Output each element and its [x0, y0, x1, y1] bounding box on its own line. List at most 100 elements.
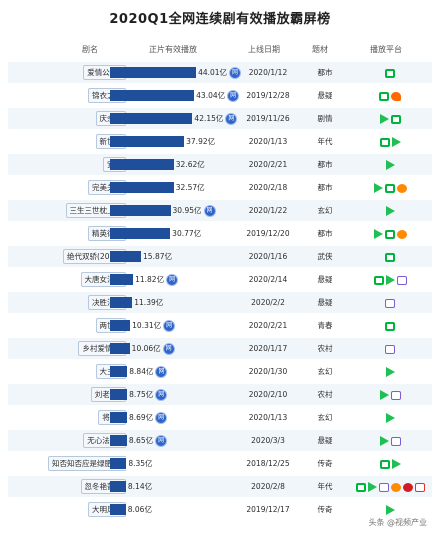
tencent-icon [385, 413, 395, 423]
release-date: 2020/1/13 [248, 413, 288, 422]
genre: 都市 [317, 160, 333, 169]
genre: 都市 [317, 68, 333, 77]
tencent-icon [373, 183, 383, 193]
platform-list [348, 108, 432, 129]
bar [110, 136, 185, 147]
bar [110, 90, 195, 101]
genre: 都市 [317, 183, 333, 192]
release-date: 2020/3/3 [251, 436, 285, 445]
tencent-icon [379, 390, 389, 400]
release-date: 2020/2/21 [248, 321, 288, 330]
header-name: 剧名 [82, 45, 98, 54]
table-row: 三生三世枕上书 30.95亿网 2020/1/22 玄幻 [8, 200, 432, 221]
bar-value-text: 44.01亿 [198, 68, 228, 77]
platform-list [348, 430, 432, 451]
iqiyi-icon [355, 482, 366, 492]
bar-value-text: 8.69亿 [128, 413, 154, 422]
release-date: 2020/1/13 [248, 137, 288, 146]
release-date: 2020/1/16 [248, 252, 288, 261]
platform-list [348, 338, 432, 359]
platform-list [348, 384, 432, 405]
bar-value-label: 15.87亿 [143, 246, 172, 267]
bar-value-label: 44.01亿网 [198, 62, 242, 83]
bar-value-label: 8.06亿 [128, 499, 152, 520]
bar-value-label: 10.31亿网 [132, 315, 176, 336]
web-drama-badge-icon: 网 [155, 366, 168, 378]
table-row: 完美关系 32.57亿 2020/2/18 都市 [8, 177, 432, 198]
bar-value-text: 11.82亿 [135, 275, 165, 284]
tencent-icon [367, 482, 377, 492]
iqiyi-icon [385, 252, 395, 262]
tencent-icon [385, 206, 395, 216]
table-header: 剧名 正片有效播放 上线日期 题材 播放平台 [0, 40, 440, 58]
bar [110, 481, 126, 492]
bar-value-text: 37.92亿 [186, 137, 216, 146]
iqiyi-icon [384, 183, 395, 193]
bar-value-text: 8.06亿 [127, 505, 152, 514]
bar [110, 412, 127, 423]
bar [110, 251, 141, 262]
platform-list [348, 476, 432, 497]
bar-value-text: 8.65亿 [128, 436, 154, 445]
tencent-icon [391, 137, 401, 147]
genre: 年代 [317, 482, 333, 491]
iqiyi-icon [385, 68, 395, 78]
bili-icon [385, 298, 395, 308]
bili-icon [396, 275, 407, 285]
genre: 农村 [317, 344, 333, 353]
genre: 玄幻 [317, 367, 333, 376]
release-date: 2020/1/30 [248, 367, 288, 376]
bar-value-label: 8.65亿网 [128, 430, 168, 451]
iqiyi-icon [379, 91, 389, 101]
web-drama-badge-icon: 网 [155, 435, 168, 447]
bar-value-text: 8.75亿 [129, 390, 154, 399]
iqiyi-icon [384, 229, 395, 239]
bar [110, 67, 197, 78]
platform-list [348, 154, 432, 175]
bar [110, 458, 127, 469]
web-drama-badge-icon: 网 [229, 67, 242, 79]
platform-list [348, 499, 432, 520]
bar-value-text: 42.15亿 [194, 114, 224, 123]
tencent-icon [379, 436, 389, 446]
platform-list [348, 269, 432, 290]
web-drama-badge-icon: 网 [163, 320, 176, 332]
tencent-icon [385, 275, 395, 285]
table-row: 爱情公寓5 44.01亿网 2020/1/12 都市 [8, 62, 432, 83]
web-drama-badge-icon: 网 [166, 274, 179, 286]
release-date: 2020/2/2 [251, 298, 285, 307]
web-drama-badge-icon: 网 [225, 113, 238, 125]
release-date: 2020/2/14 [248, 275, 288, 284]
genre: 农村 [317, 390, 333, 399]
platform-list [348, 292, 432, 313]
table-row: 乡村爱情12 10.06亿网 2020/1/17 农村 [8, 338, 432, 359]
genre: 悬疑 [317, 275, 333, 284]
iqiyi-icon [385, 321, 395, 331]
platform-list [348, 407, 432, 428]
bar-value-text: 10.31亿 [132, 321, 162, 330]
platform-list [348, 131, 432, 152]
bar [110, 113, 193, 124]
release-date: 2020/2/8 [251, 482, 285, 491]
platform-list [348, 453, 432, 474]
tencent-icon [379, 114, 389, 124]
bar-value-label: 32.62亿 [176, 154, 205, 175]
bar-value-text: 43.04亿 [196, 91, 226, 100]
platform-list [348, 361, 432, 382]
genre: 武侠 [317, 252, 333, 261]
bili-icon [390, 390, 401, 400]
bar [110, 435, 127, 446]
platform-list [348, 223, 432, 244]
mango-icon [391, 91, 401, 101]
bili-icon [390, 436, 401, 446]
bar [110, 366, 128, 377]
bar-value-text: 8.84亿 [129, 367, 154, 376]
header-platform: 播放平台 [370, 45, 402, 54]
bar [110, 205, 171, 216]
bar-value-label: 8.14亿 [128, 476, 152, 497]
